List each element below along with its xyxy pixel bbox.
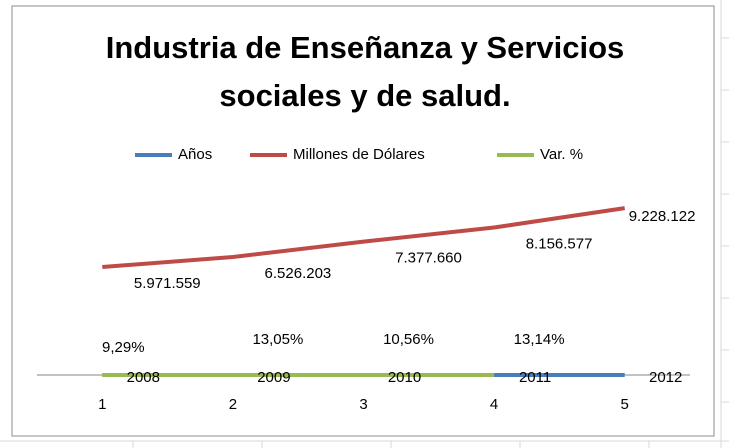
x-tick-label: 2 bbox=[229, 396, 237, 413]
data-label: 9,29% bbox=[102, 339, 145, 356]
data-label: 2009 bbox=[257, 369, 290, 386]
x-tick-label: 4 bbox=[490, 396, 498, 413]
data-label: 13,14% bbox=[514, 331, 565, 348]
x-tick-label: 1 bbox=[98, 396, 106, 413]
data-label: 6.526.203 bbox=[265, 265, 332, 282]
chart-title: Industria de Enseñanza y Servicios bbox=[106, 30, 625, 65]
legend-label: Millones de Dólares bbox=[293, 146, 425, 163]
data-label: 9.228.122 bbox=[629, 208, 696, 225]
legend-label: Años bbox=[178, 146, 212, 163]
chart-title: sociales y de salud. bbox=[219, 78, 510, 113]
data-label: 2011 bbox=[519, 369, 551, 386]
data-label: 2012 bbox=[649, 369, 682, 386]
data-label: 13,05% bbox=[252, 331, 303, 348]
chart-area bbox=[11, 5, 715, 437]
data-label: 2008 bbox=[127, 369, 160, 386]
series-line bbox=[102, 206, 625, 270]
x-tick-label: 5 bbox=[621, 396, 629, 413]
data-label: 10,56% bbox=[383, 331, 434, 348]
data-label: 2010 bbox=[388, 369, 421, 386]
data-label: 7.377.660 bbox=[395, 250, 462, 267]
legend-label: Var. % bbox=[540, 146, 583, 163]
x-tick-label: 3 bbox=[359, 396, 367, 413]
data-label: 8.156.577 bbox=[526, 235, 593, 252]
data-label: 5.971.559 bbox=[134, 275, 201, 292]
